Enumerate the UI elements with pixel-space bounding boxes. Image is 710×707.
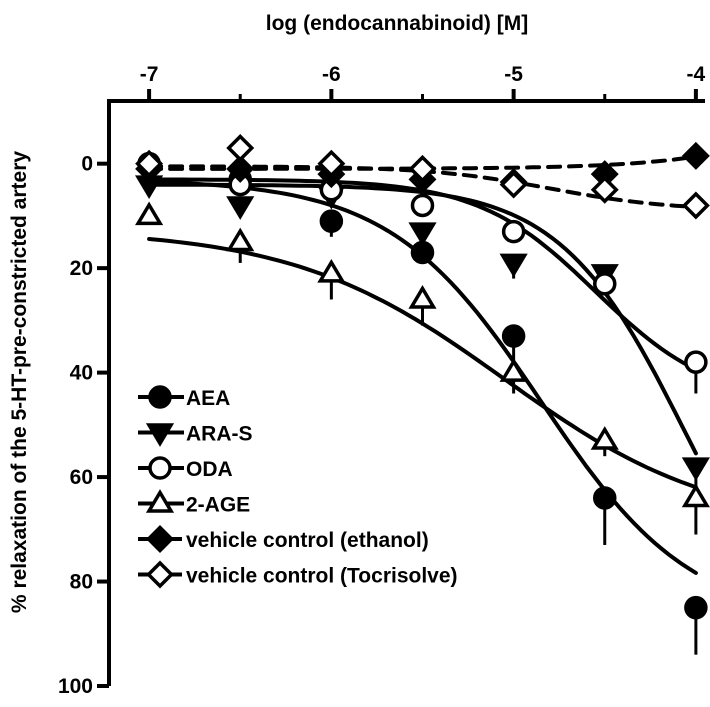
- legend-marker-aea: [148, 385, 172, 409]
- legend-marker-vehicle-control-ethanol: [146, 525, 174, 553]
- axes: -7 -6 -5 -4 0 20 40 60 80 100: [58, 63, 706, 698]
- data-point-oda: [593, 272, 617, 296]
- data-point-vehicle-control-tocrisolve: [317, 149, 346, 178]
- data-point-2-age: [499, 358, 528, 382]
- data-point-vehicle-control-ethanol: [681, 141, 710, 170]
- data-point-vehicle-control-tocrisolve: [135, 149, 164, 178]
- data-point-vehicle-control-tocrisolve: [408, 154, 437, 183]
- legend-label-ara-s: ARA-S: [186, 423, 253, 446]
- data-point-oda: [684, 350, 708, 374]
- legend-label-aea: AEA: [186, 387, 230, 410]
- data-point-2-age: [317, 258, 346, 283]
- legend-label-vehicle-control-ethanol: vehicle control (ethanol): [186, 529, 429, 552]
- legend-marker-2-age: [145, 489, 175, 513]
- legend-marker-oda: [148, 456, 172, 480]
- x-axis-title: log (endocannabinoid) [M]: [266, 12, 528, 35]
- y-tick-label: 20: [70, 257, 93, 280]
- legend-label-vehicle-control-tocrisolve: vehicle control (Tocrisolve): [186, 565, 458, 588]
- data-point-aea: [593, 486, 617, 510]
- data-point-ara-s: [681, 457, 710, 482]
- data-point-vehicle-control-tocrisolve: [681, 191, 710, 220]
- data-point-vehicle-control-tocrisolve: [590, 175, 619, 204]
- data-point-vehicle-control-tocrisolve: [499, 170, 528, 199]
- legend-label-2-age: 2-AGE: [186, 494, 250, 517]
- data-point-2-age: [681, 483, 710, 508]
- data-point-vehicle-control-ethanol: [226, 154, 255, 183]
- y-axis-title: % relaxation of the 5-HT-pre-constricted…: [8, 151, 31, 613]
- data-point-ara-s: [408, 222, 437, 247]
- y-tick-label: 100: [58, 675, 93, 698]
- legend: AEA ARA-S ODA 2-AGE vehicle control (ethanol…: [138, 385, 458, 589]
- data-points: [135, 134, 710, 620]
- data-point-2-age: [226, 227, 255, 252]
- y-tick-label: 60: [70, 466, 93, 489]
- fit-curve-2-age: [147, 237, 698, 490]
- data-point-vehicle-control-tocrisolve: [226, 134, 255, 162]
- y-tick-label: 0: [81, 153, 93, 176]
- data-point-oda: [410, 193, 435, 218]
- data-point-2-age: [590, 426, 619, 450]
- data-point-oda: [501, 219, 526, 244]
- legend-marker-ara-s: [145, 423, 175, 447]
- x-tick-label: -6: [322, 63, 341, 86]
- legend-marker-vehicle-control-tocrisolve: [146, 560, 174, 589]
- x-tick-label: -5: [504, 63, 523, 86]
- data-point-aea: [684, 595, 708, 620]
- y-tick-label: 80: [70, 571, 93, 594]
- data-point-2-age: [135, 201, 164, 226]
- x-tick-label: -7: [140, 63, 159, 86]
- data-point-aea: [319, 209, 344, 233]
- legend-label-oda: ODA: [186, 458, 233, 481]
- y-tick-label: 40: [70, 362, 93, 385]
- data-point-aea: [501, 324, 526, 348]
- x-tick-label: -4: [687, 63, 706, 86]
- data-point-2-age: [408, 285, 437, 309]
- data-point-ara-s: [226, 196, 255, 220]
- data-point-ara-s: [499, 253, 528, 278]
